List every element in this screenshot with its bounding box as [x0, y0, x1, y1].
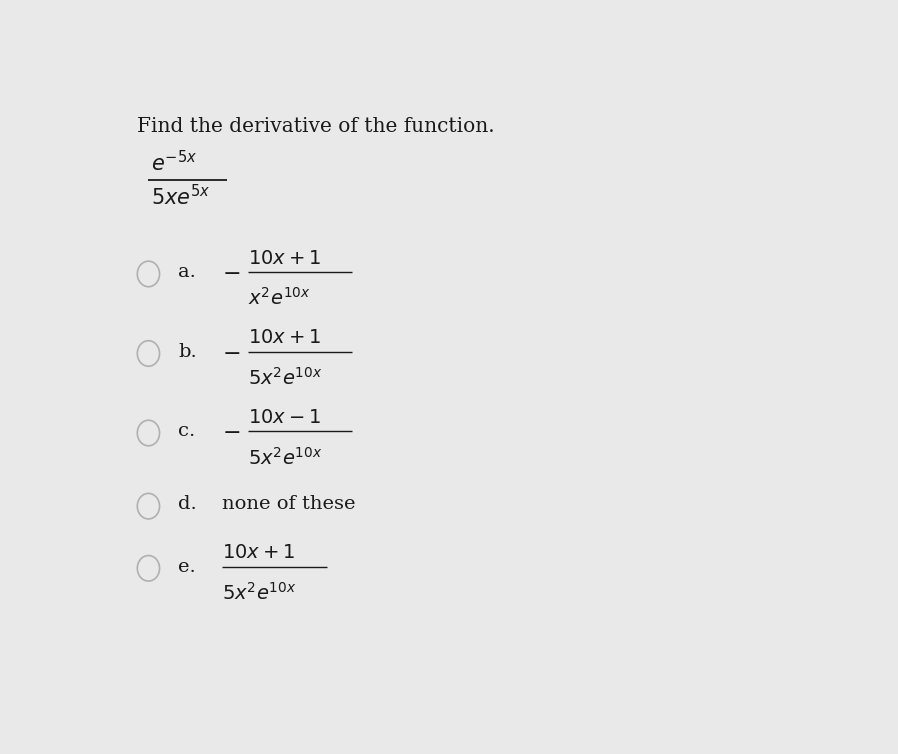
Text: $5x^{2}e^{10x}$: $5x^{2}e^{10x}$: [248, 367, 322, 389]
Text: e.: e.: [179, 557, 196, 575]
Ellipse shape: [137, 420, 160, 446]
Text: d.: d.: [179, 495, 198, 513]
Text: $5x^{2}e^{10x}$: $5x^{2}e^{10x}$: [248, 446, 322, 468]
Text: $10x - 1$: $10x - 1$: [248, 409, 321, 427]
Text: $x^{2}e^{10x}$: $x^{2}e^{10x}$: [248, 287, 311, 309]
Text: Find the derivative of the function.: Find the derivative of the function.: [136, 117, 494, 136]
Text: $10x + 1$: $10x + 1$: [222, 544, 295, 562]
Text: $-$: $-$: [222, 341, 241, 363]
Text: a.: a.: [179, 263, 197, 281]
Ellipse shape: [137, 556, 160, 581]
Ellipse shape: [137, 341, 160, 366]
Text: none of these: none of these: [222, 495, 356, 513]
Text: $-$: $-$: [222, 261, 241, 284]
Text: c.: c.: [179, 422, 196, 440]
Text: $5xe^{5x}$: $5xe^{5x}$: [151, 183, 210, 209]
Text: b.: b.: [179, 343, 198, 360]
Text: $5x^{2}e^{10x}$: $5x^{2}e^{10x}$: [222, 582, 296, 604]
Ellipse shape: [137, 261, 160, 287]
Text: $e^{-5x}$: $e^{-5x}$: [151, 151, 197, 176]
Text: $10x + 1$: $10x + 1$: [248, 250, 321, 268]
Text: $10x + 1$: $10x + 1$: [248, 329, 321, 348]
Ellipse shape: [137, 493, 160, 519]
Text: $-$: $-$: [222, 420, 241, 443]
